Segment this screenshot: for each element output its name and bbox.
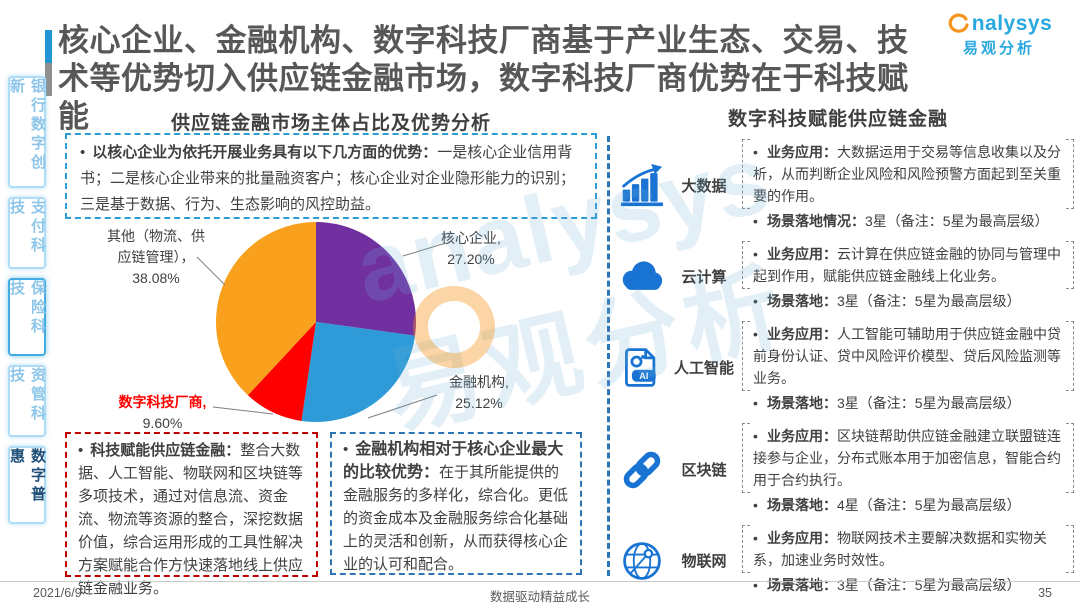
- tech-label: 大数据: [681, 178, 727, 195]
- chapter-sidebar: 银行数字创新 支付科技 保险科技 资管科技 数字普惠: [8, 76, 46, 533]
- pie-label-core-enterprise: 核心企业, 27.20%: [441, 230, 501, 267]
- tech-row-blockchain: 区块链 • 业务应用：区块链帮助供应链金融建立联盟链连接参与企业，分布式账本用于加…: [618, 423, 1074, 516]
- pie-slice-0: [316, 222, 417, 336]
- insight-tech-lead: 科技赋能供应链金融：: [90, 442, 241, 459]
- pie-label-others: 其他（物流、供 应链管理）， 38.08%: [107, 228, 205, 286]
- left-section-title: 供应链金融市场主体占比及优势分析: [170, 113, 491, 134]
- pie-slice-2: [247, 322, 316, 421]
- insight-box-tech-empower: • 科技赋能供应链金融：整合大数据、人工智能、物联网和区块链等多项技术，通过对信息…: [65, 432, 318, 597]
- insight-fi-lead: 金融机构相对于核心企业最大的比较优势：: [343, 441, 564, 481]
- pie-slice-1: [301, 322, 416, 423]
- app-bracket: • 业务应用：云计算在供应链金融的协同与管理中起到作用，赋能供应链金融线上化业务。: [742, 241, 1074, 289]
- scene-line: • 场景落地情况：3星（备注：5星为最高层级）: [742, 209, 1074, 232]
- sidebar-item-bank-digital[interactable]: 银行数字创新: [8, 76, 46, 188]
- tech-row-ai: AI 人工智能 • 业务应用：人工智能可辅助用于供应链金融中贷前身份认证、贷中风险…: [618, 321, 1074, 414]
- page-title-line1: 核心企业、金融机构、数字科技厂商基于产业生态、交易、技: [58, 23, 909, 58]
- bullet: •: [753, 326, 758, 342]
- tech-row-big-data: 大数据 • 业务应用：大数据运用于交易等信息收集以及分析，从而判断企业风险和风险预…: [618, 139, 1074, 232]
- bullet: •: [753, 530, 758, 546]
- tech-label: 物联网: [681, 553, 727, 570]
- cloud-icon: [618, 255, 666, 299]
- footer: 2021/6/9 数据驱动精益成长 35: [0, 581, 1080, 608]
- pie-label-financial-institution: 金融机构, 25.12%: [449, 374, 509, 411]
- bullet: •: [753, 497, 758, 513]
- page-title: 核心企业、金融机构、数字科技厂商基于产业生态、交易、技 术等优势切入供应链金融市…: [58, 22, 938, 136]
- accent-gray-segment: [45, 63, 52, 96]
- vertical-dashed-divider: [607, 136, 610, 576]
- footer-page-number: 35: [1038, 586, 1052, 600]
- scene-line: • 场景落地：3星（备注：5星为最高层级）: [742, 391, 1074, 414]
- pie-label-digital-tech-vendor: 数字科技厂商, 9.60%: [118, 394, 207, 431]
- globe-icon: [618, 539, 666, 583]
- footer-date: 2021/6/9: [33, 586, 82, 600]
- bullet: •: [753, 428, 758, 444]
- page-title-line2: 术等优势切入供应链金融市场，数字科技厂商优势在于科技赋能: [58, 61, 909, 134]
- bullet: •: [753, 213, 758, 229]
- bullet: •: [753, 395, 758, 411]
- ai-doc-icon: AI: [618, 346, 666, 390]
- ai-badge-text: AI: [639, 371, 648, 381]
- insight-top-body: 一是核心企业信用背书；二是核心企业带来的批量融资客户；核心企业对企业隐形能力的识…: [80, 144, 576, 213]
- app-bracket: • 业务应用：大数据运用于交易等信息收集以及分析，从而判断企业风险和风险预警方面起…: [742, 139, 1074, 209]
- sidebar-item-asset-mgmt[interactable]: 资管科技: [8, 365, 46, 437]
- right-panel: 数字科技赋能供应链金融 大数据 • 业务应用：大数据运用于交易等信息收集以及分析，…: [618, 104, 1074, 605]
- bullet: •: [78, 442, 84, 459]
- logo-brand-cn: 易观分析: [962, 40, 1035, 57]
- insight-fi-body: 在于其所能提供的金融服务的多样化，综合化。更低的资金成本及金融服务综合化基础上的…: [343, 464, 569, 573]
- bar-chart-icon: [618, 163, 666, 208]
- bullet: •: [753, 577, 758, 593]
- tech-label: 云计算: [681, 269, 727, 286]
- insight-box-financial-institution: • 金融机构相对于核心企业最大的比较优势：在于其所能提供的金融服务的多样化，综合化…: [330, 432, 582, 575]
- insight-top-lead: 以核心企业为依托开展业务具有以下几方面的优势：: [92, 144, 438, 161]
- bullet: •: [343, 441, 349, 458]
- pie-slices-group: [215, 222, 417, 423]
- chain-link-icon: [618, 448, 666, 492]
- tech-label: 人工智能: [673, 360, 734, 377]
- pie-slice-3: [215, 222, 316, 396]
- analysys-logo: nalysys 易观分析: [934, 12, 1064, 58]
- app-bracket: • 业务应用：物联网技术主要解决数据和实物关系，加速业务时效性。: [742, 525, 1074, 573]
- scene-line: • 场景落地：4星（备注：5星为最高层级）: [742, 493, 1074, 516]
- accent-blue-segment: [45, 30, 52, 63]
- app-bracket: • 业务应用：人工智能可辅助用于供应链金融中贷前身份认证、贷中风险评价模型、贷后风…: [742, 321, 1074, 391]
- pie-svg: [196, 222, 447, 423]
- scene-line: • 场景落地：3星（备注：5星为最高层级）: [742, 289, 1074, 312]
- tech-label: 区块链: [681, 462, 727, 479]
- bullet: •: [753, 144, 758, 160]
- insight-tech-body: 整合大数据、人工智能、物联网和区块链等多项技术，通过对信息流、资金流、物流等资源…: [78, 442, 304, 597]
- bullet: •: [80, 144, 86, 161]
- sidebar-item-insurtech[interactable]: 保险科技: [8, 278, 46, 356]
- sidebar-item-payment-tech[interactable]: 支付科技: [8, 197, 46, 269]
- bullet: •: [753, 293, 758, 309]
- logo-a-swoosh-icon: [948, 13, 969, 33]
- leader-lines: [196, 242, 447, 419]
- pie-chart: [80, 218, 540, 438]
- footer-slogan: 数据驱动精益成长: [489, 590, 590, 604]
- tech-row-cloud: 云计算 • 业务应用：云计算在供应链金融的协同与管理中起到作用，赋能供应链金融线上…: [618, 241, 1074, 312]
- logo-brand-text: nalysys: [971, 12, 1053, 35]
- app-bracket: • 业务应用：区块链帮助供应链金融建立联盟链连接参与企业，分布式账本用于加密信息，…: [742, 423, 1074, 493]
- bullet: •: [753, 246, 758, 262]
- title-accent-bar: [45, 30, 52, 96]
- insight-box-core-enterprise: • 以核心企业为依托开展业务具有以下几方面的优势：一是核心企业信用背书；二是核心企…: [65, 133, 597, 219]
- right-section-title: 数字科技赋能供应链金融: [727, 109, 948, 130]
- sidebar-item-digital-inclusion[interactable]: 数字普惠: [8, 446, 46, 524]
